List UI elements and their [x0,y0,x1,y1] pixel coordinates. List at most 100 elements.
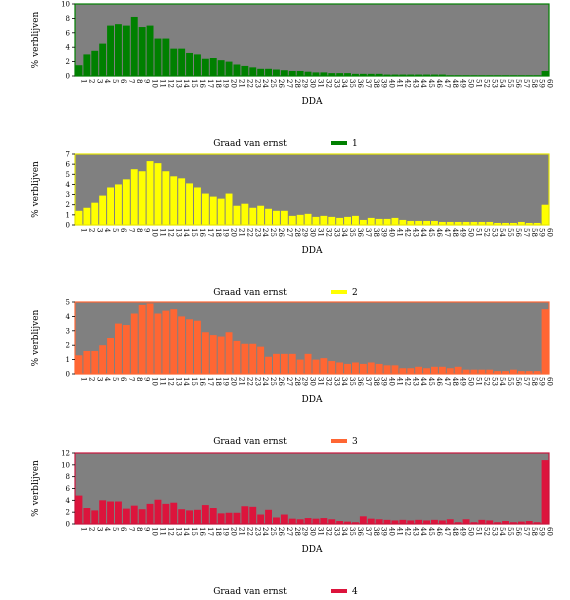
bar-17 [201,505,209,524]
bar-34 [336,217,344,225]
bar-36 [352,215,359,225]
bar-23 [249,67,257,76]
bar-20 [225,512,233,524]
x-tick-label: 55 [506,228,514,237]
x-tick-label: 27 [285,79,293,88]
bar-52 [478,519,486,524]
bar-41 [391,520,399,524]
x-tick-label: 36 [356,79,364,88]
bar-36 [352,522,359,524]
x-tick-label: 26 [277,228,285,237]
x-tick-label: 56 [514,377,522,386]
x-tick-label: 20 [230,228,238,237]
x-tick-label: 29 [301,79,309,88]
x-tick-label: 16 [198,228,206,237]
x-tick-label: 58 [530,527,538,536]
x-tick-label: 30 [309,527,317,536]
bar-12 [162,171,170,225]
x-tick-label: 55 [506,377,514,386]
x-tick-label: 46 [435,79,443,88]
x-tick-label: 2 [87,527,95,531]
x-tick-label: 53 [490,527,498,536]
bar-15 [186,183,193,225]
bar-11 [154,499,162,524]
x-tick-label: 24 [261,79,269,88]
bar-4 [99,195,107,225]
bar-51 [470,369,478,374]
bar-33 [328,73,336,76]
x-tick-label: 53 [490,228,498,237]
bar-42 [399,368,407,374]
bar-23 [249,207,257,225]
x-tick-label: 48 [451,377,459,386]
x-tick-label: 54 [498,228,506,237]
x-tick-label: 54 [498,377,506,386]
bar-8 [130,16,138,76]
plot-frame [74,301,550,375]
legend-title: Graad van ernst [213,587,287,597]
bar-43 [407,220,415,225]
x-tick-label: 47 [443,527,451,536]
x-tick-label: 13 [174,228,182,237]
y-tick-label: 8 [66,473,70,481]
x-tick-label: 11 [158,527,166,536]
x-tick-label: 53 [490,79,498,88]
bar-48 [446,221,454,225]
bar-60 [541,460,549,524]
bar-39 [375,73,383,76]
bar-27 [280,210,288,225]
y-tick-label: 1 [66,211,70,219]
x-tick-label: 6 [119,377,127,382]
x-tick-label: 35 [348,377,356,386]
bar-23 [249,343,257,374]
bar-19 [217,60,225,76]
x-tick-label: 27 [285,377,293,386]
y-tick-label: 3 [66,191,70,199]
x-tick-label: 28 [293,527,301,536]
bar-44 [415,220,423,225]
bar-28 [288,518,296,524]
bar-43 [407,74,415,76]
bar-38 [367,518,375,524]
bar-32 [320,518,328,524]
bar-54 [494,222,502,225]
x-tick-label: 8 [135,527,143,531]
bar-1 [75,65,83,76]
x-tick-label: 24 [261,377,269,386]
bar-5 [107,187,114,225]
x-tick-label: 3 [95,79,103,83]
y-tick-label: 4 [66,181,71,189]
x-tick-label: 15 [190,527,198,536]
x-tick-label: 2 [87,79,95,83]
bar-12 [162,38,170,76]
bar-14 [178,48,186,76]
x-tick-label: 22 [245,527,253,536]
bar-37 [359,516,367,524]
x-tick-label: 25 [269,228,277,237]
bar-6 [115,24,122,76]
bar-47 [438,520,446,524]
bar-18 [209,335,217,374]
x-tick-label: 7 [127,377,135,381]
y-tick-label: 6 [66,161,71,169]
y-tick-label: 5 [66,299,70,307]
x-tick-label: 60 [546,228,554,237]
x-tick-label: 35 [348,228,356,237]
bar-45 [423,368,430,374]
bar-2 [83,508,91,524]
bar-41 [391,217,399,225]
y-tick-label: 4 [66,313,71,321]
x-tick-label: 21 [237,228,245,237]
x-tick-label: 13 [174,79,182,88]
x-tick-label: 50 [467,79,475,88]
plot-area [75,453,549,524]
bar-46 [431,519,438,524]
bar-60 [541,204,549,225]
x-tick-label: 25 [269,79,277,88]
x-tick-label: 38 [372,377,380,386]
x-tick-label: 22 [245,79,253,88]
bar-34 [336,73,344,76]
x-tick-label: 41 [395,527,403,536]
bar-53 [486,369,494,374]
x-tick-label: 10 [151,228,159,237]
